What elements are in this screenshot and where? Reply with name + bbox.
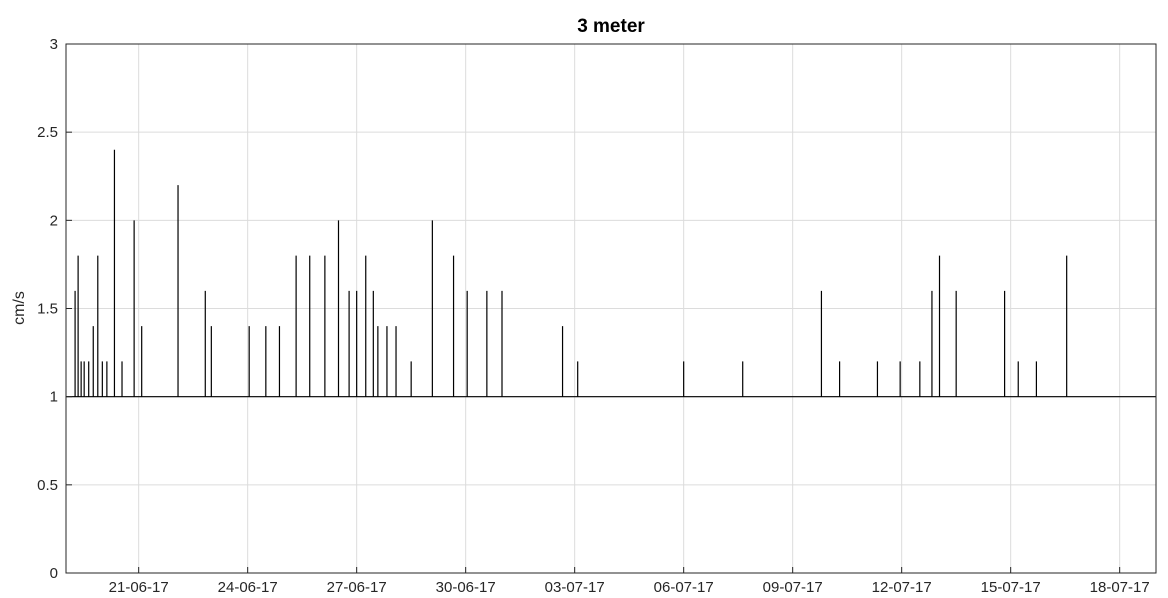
- y-tick-label: 1.5: [37, 301, 58, 318]
- x-tick-label: 15-07-17: [981, 579, 1041, 596]
- x-tick-label: 27-06-17: [327, 579, 387, 596]
- y-tick-label: 0.5: [37, 477, 58, 494]
- x-tick-label: 18-07-17: [1090, 579, 1150, 596]
- y-tick-label: 1: [50, 389, 58, 406]
- chart-title: 3 meter: [577, 16, 645, 37]
- ticks-group: 0 0.5 1 1.5 2 2.5 3 21-06-17 24-06-17 27-06-17 30-…: [37, 36, 1150, 596]
- y-tick-label: 0: [50, 565, 58, 582]
- y-axis-title: cm/s: [11, 291, 28, 325]
- y-tick-label: 3: [50, 36, 58, 53]
- x-tick-label: 06-07-17: [654, 579, 714, 596]
- y-tick-label: 2.5: [37, 124, 58, 141]
- x-tick-label: 21-06-17: [109, 579, 169, 596]
- x-tick-label: 30-06-17: [436, 579, 496, 596]
- series-group: [66, 149, 1156, 398]
- x-tick-label: 12-07-17: [872, 579, 932, 596]
- x-tick-label: 09-07-17: [763, 579, 823, 596]
- x-tick-label: 03-07-17: [545, 579, 605, 596]
- x-tick-label: 24-06-17: [218, 579, 278, 596]
- y-tick-label: 2: [50, 212, 58, 229]
